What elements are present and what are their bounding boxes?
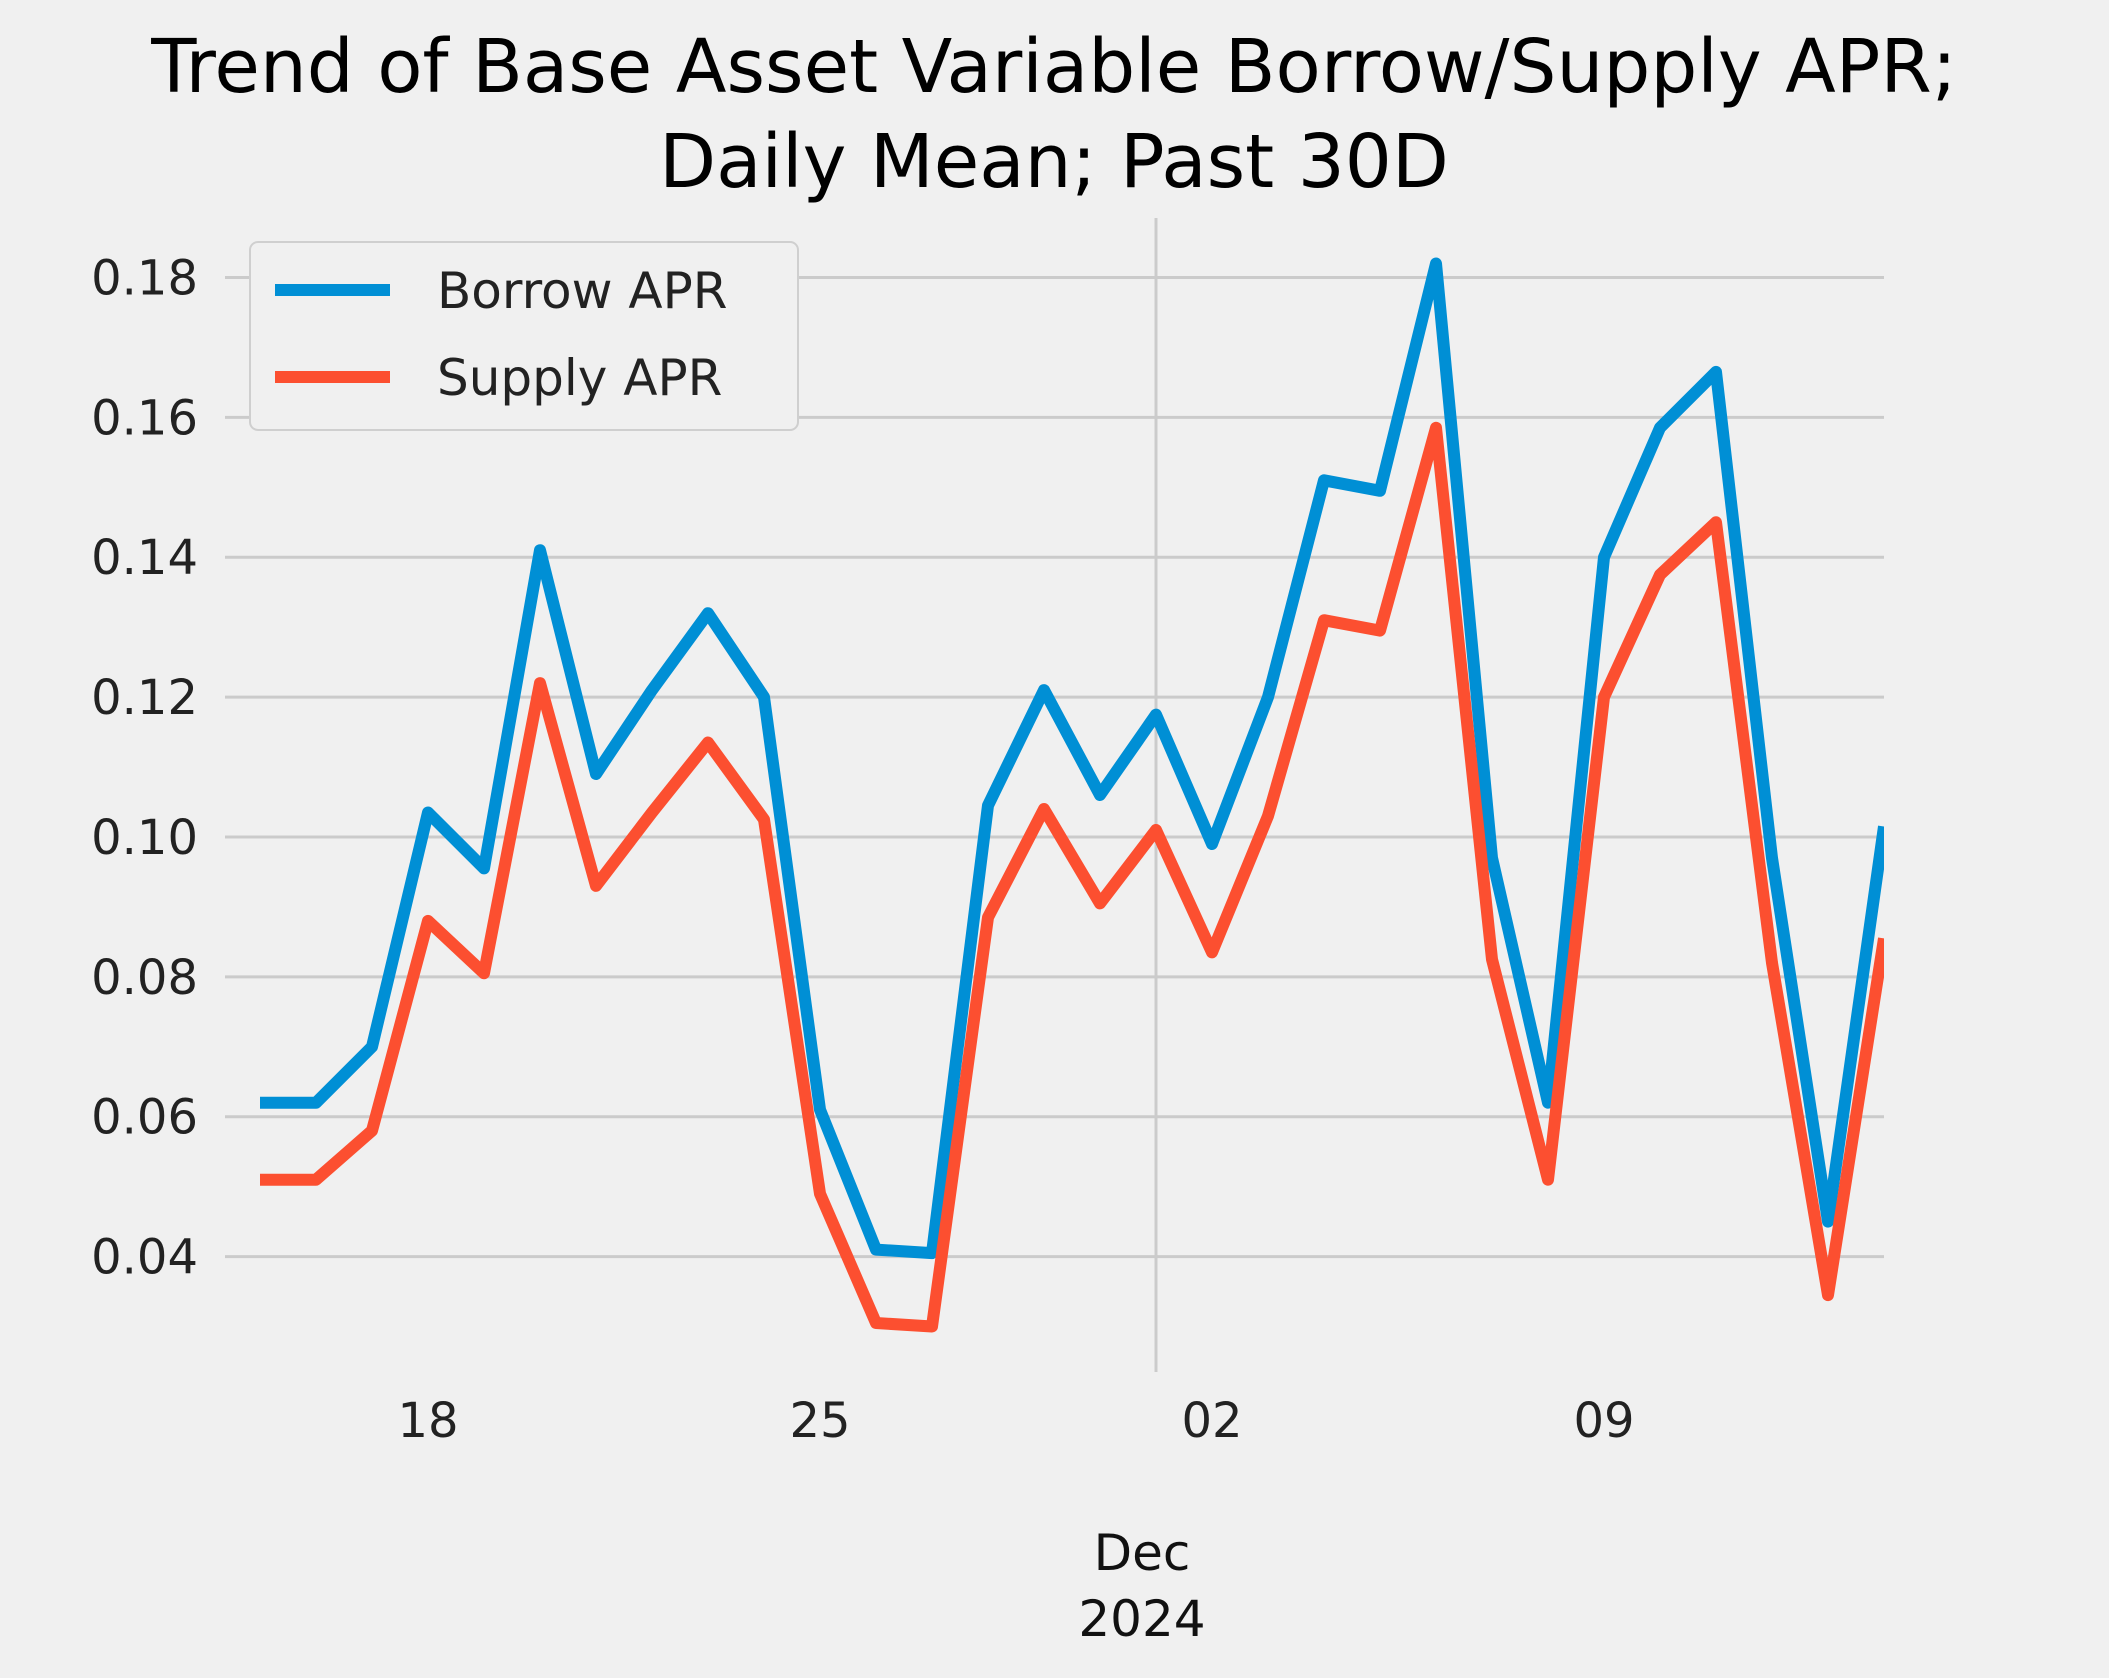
y-axis-ticks: 0.04 0.06 0.08 0.10 0.12 0.14 0.16 0.18 (91, 250, 198, 1285)
x-axis-month-label: Dec (1094, 1524, 1191, 1582)
y-tick-label: 0.08 (91, 950, 198, 1006)
x-axis-year-label: 2024 (1078, 1590, 1205, 1648)
y-tick-label: 0.14 (91, 530, 198, 586)
chart-subtitle: Daily Mean; Past 30D (659, 119, 1449, 205)
legend-label-supply: Supply APR (437, 349, 722, 407)
y-tick-label: 0.18 (91, 250, 198, 306)
legend-label-borrow: Borrow APR (437, 262, 728, 320)
y-tick-label: 0.06 (91, 1090, 198, 1146)
y-tick-label: 0.16 (91, 390, 198, 446)
x-tick-label: 18 (397, 1393, 458, 1449)
y-tick-label: 0.04 (91, 1230, 198, 1286)
series-line-borrow (260, 257, 1884, 1260)
series-line-supply (260, 421, 1884, 1333)
x-tick-label: 02 (1181, 1393, 1242, 1449)
series-lines (260, 257, 1884, 1333)
x-tick-label: 09 (1573, 1393, 1634, 1449)
y-tick-label: 0.12 (91, 670, 198, 726)
x-axis-ticks: 18 25 02 09 (397, 1393, 1634, 1449)
y-tick-label: 0.10 (91, 810, 198, 866)
x-tick-label: 25 (789, 1393, 850, 1449)
chart-title: Trend of Base Asset Variable Borrow/Supp… (150, 24, 1957, 110)
legend: Borrow APR Supply APR (249, 241, 799, 431)
